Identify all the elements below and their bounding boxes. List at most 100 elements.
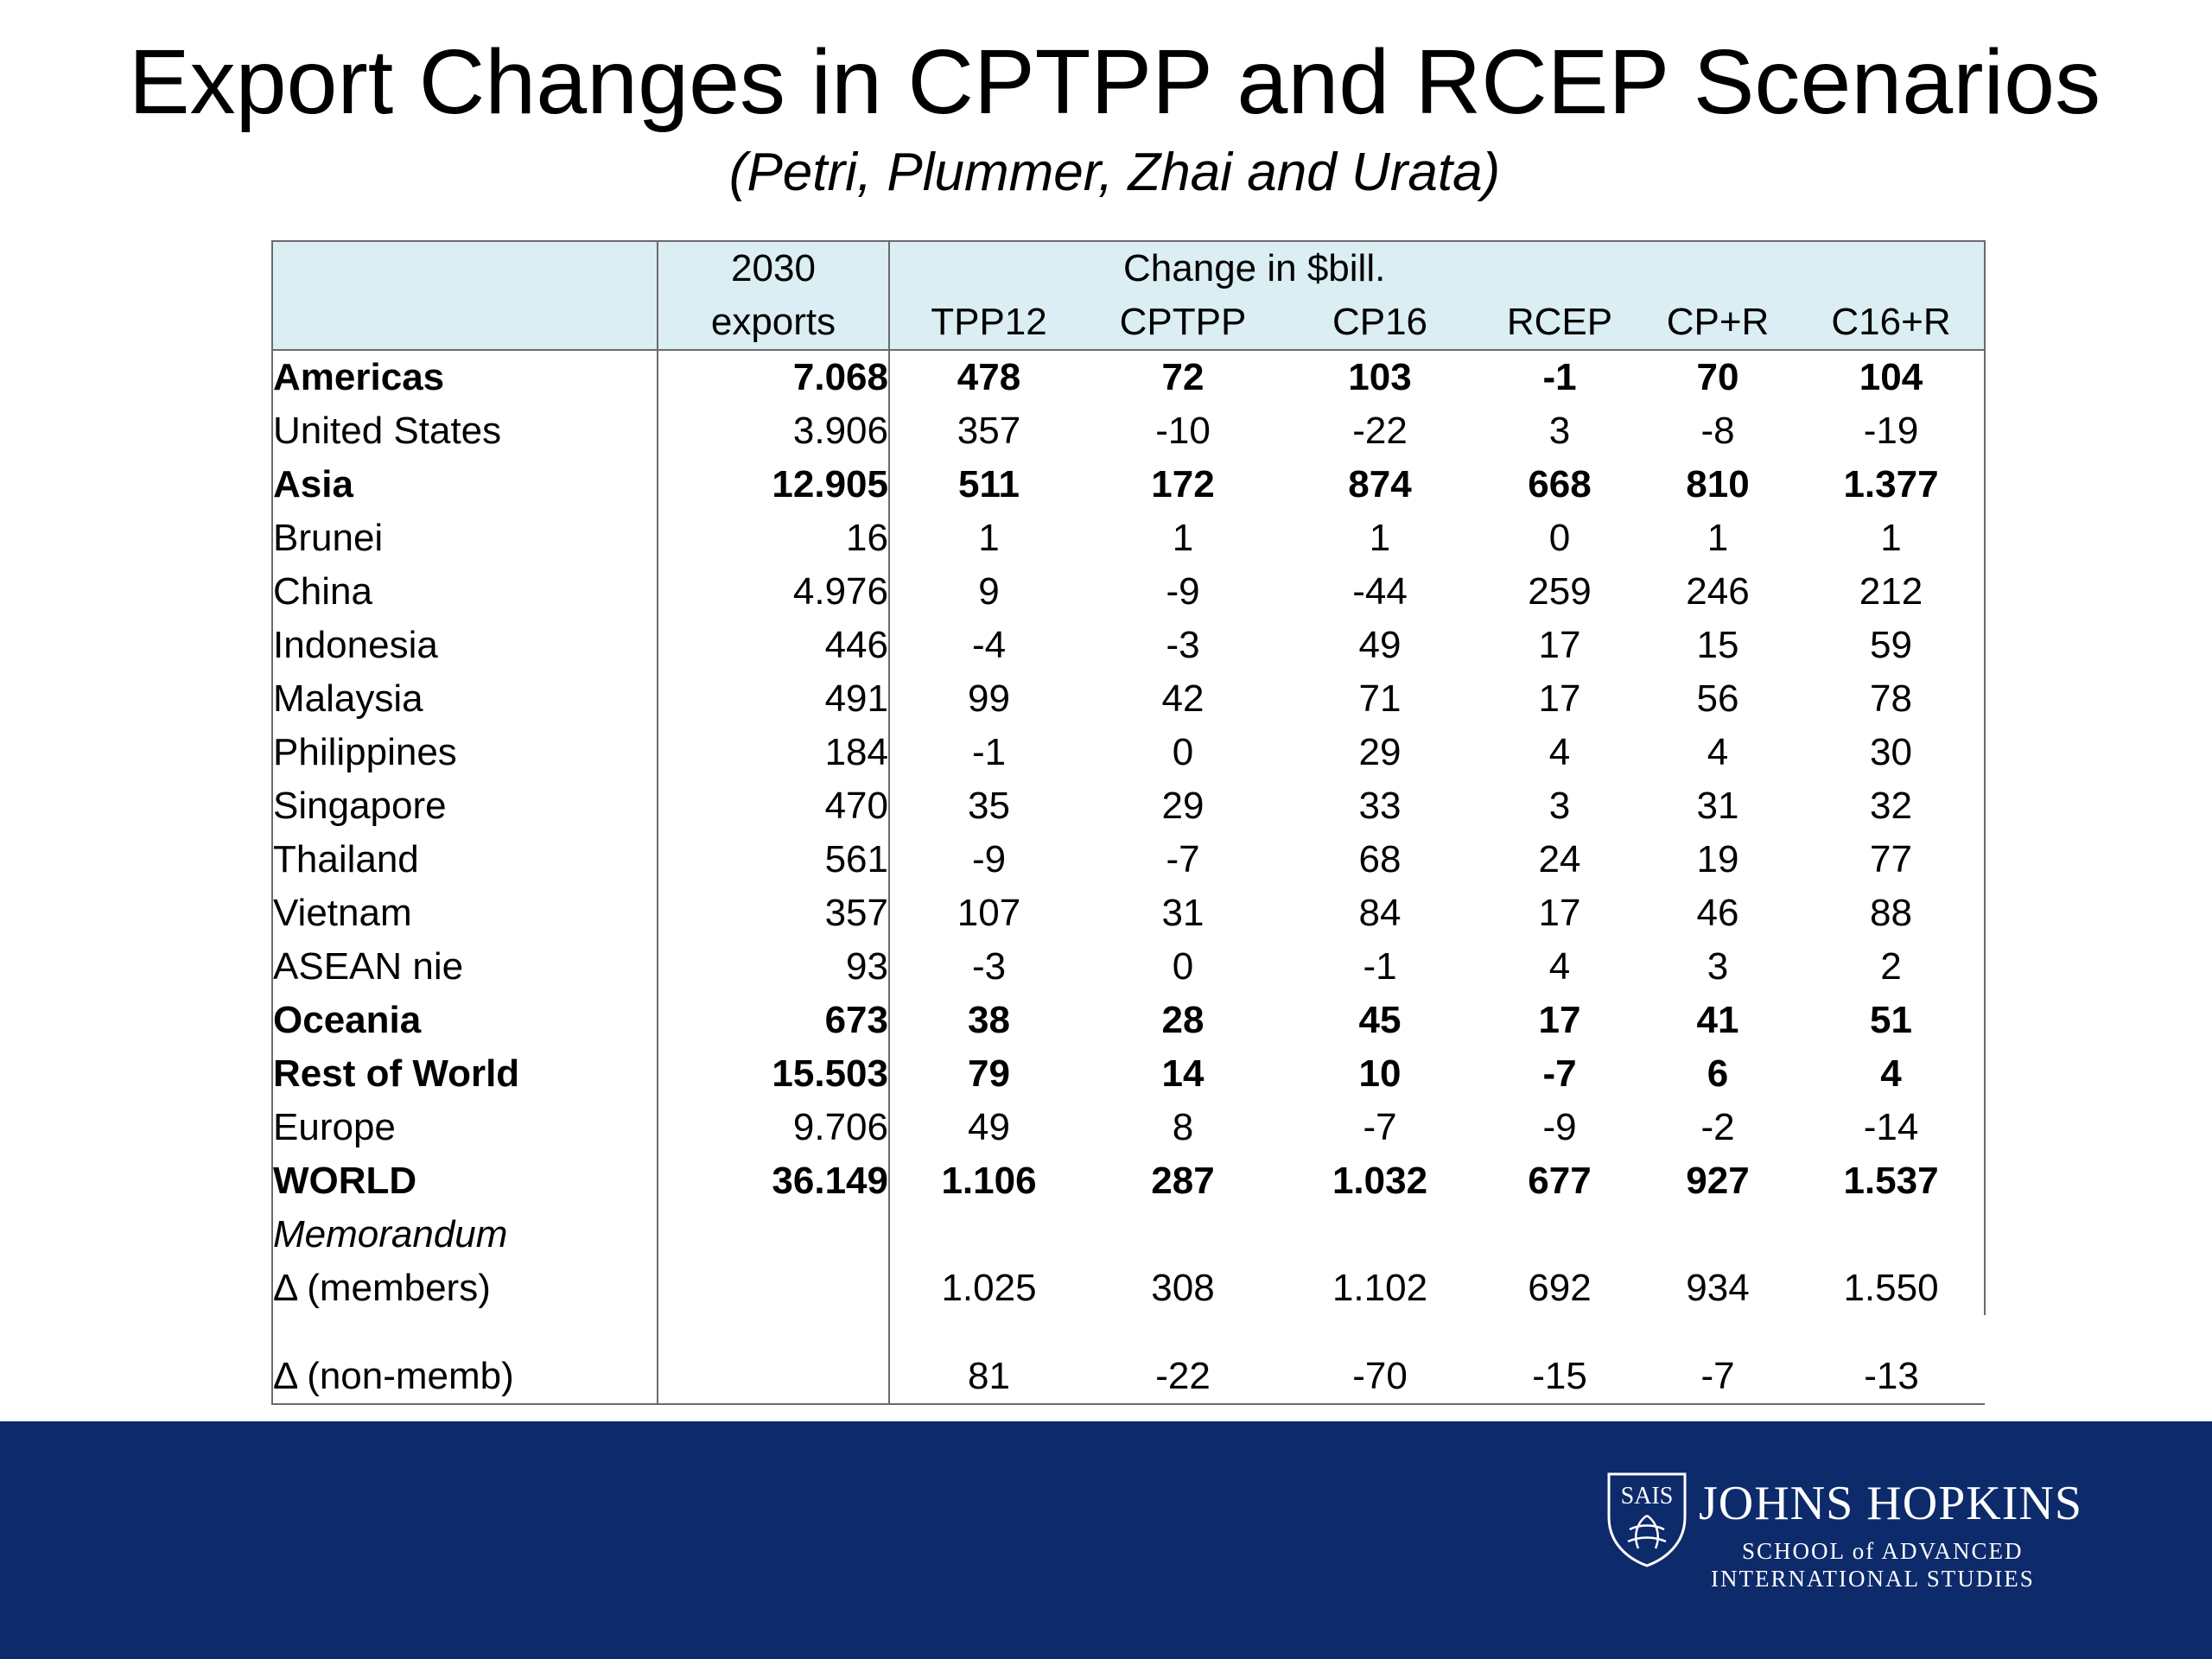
row-label: Brunei — [271, 512, 658, 565]
value-cell: 24 — [1538, 838, 1581, 880]
value-cell: 41 — [1696, 999, 1739, 1041]
value-cell: 0 — [1172, 945, 1194, 988]
value-cell: 8 — [1172, 1106, 1194, 1148]
spacer-cell — [1798, 1315, 1985, 1350]
header-change-label: Change in $bill. — [889, 240, 1986, 296]
table-row: United States 3.906 357 -10 -22 3 -8 -19 — [271, 404, 1986, 458]
export-changes-table: 2030 Change in $bill. exports TPP12 CPTP… — [271, 240, 1986, 1405]
value-cell: 38 — [968, 999, 1010, 1041]
value-cell: -14 — [1798, 1101, 1986, 1154]
value-cell: -2 — [1700, 1106, 1735, 1148]
exports-cell: 9.706 — [657, 1101, 890, 1154]
table-row: Europe 9.706 49 8 -7 -9 -2 -14 — [271, 1101, 1986, 1154]
value-cell: 4 — [1707, 731, 1729, 773]
exports-cell: 491 — [657, 672, 890, 726]
exports-cell: 470 — [657, 779, 890, 833]
value-cell: -70 — [1278, 1350, 1482, 1405]
value-cell: 14 — [1161, 1052, 1205, 1095]
row-label: Δ (members) — [271, 1262, 658, 1315]
value-cell: 72 — [1161, 356, 1205, 398]
value-cell: -7 — [1637, 1350, 1798, 1405]
column-header: CPTPP — [1088, 296, 1278, 351]
value-cell: 1 — [1798, 512, 1986, 565]
value-cell: -7 — [1542, 1052, 1577, 1095]
value-cell: -13 — [1798, 1350, 1985, 1405]
value-cell: 1.550 — [1798, 1262, 1986, 1315]
value-cell: 59 — [1798, 619, 1986, 672]
row-label: Malaysia — [271, 672, 658, 726]
slide-title: Export Changes in CPTPP and RCEP Scenari… — [128, 31, 2101, 133]
value-cell: 99 — [968, 677, 1010, 720]
value-cell — [1278, 1208, 1482, 1262]
table-row: Asia 12.905 511 172 874 668 810 1.377 — [271, 458, 1986, 512]
value-cell: 6 — [1707, 1052, 1729, 1095]
value-cell: 56 — [1696, 677, 1739, 720]
value-cell: 1.025 — [941, 1267, 1037, 1309]
header-row-1: 2030 Change in $bill. — [271, 240, 1986, 296]
memorandum-row: Memorandum — [271, 1208, 1986, 1262]
row-label: Rest of World — [271, 1047, 658, 1101]
value-cell: -19 — [1798, 404, 1986, 458]
column-header: RCEP — [1482, 296, 1637, 351]
value-cell: 88 — [1798, 887, 1986, 940]
value-cell: 77 — [1798, 833, 1986, 887]
value-cell — [1482, 1208, 1637, 1262]
value-cell: 1 — [1369, 517, 1391, 559]
value-cell: 478 — [957, 356, 1021, 398]
value-cell: 70 — [1696, 356, 1739, 398]
shield-text: SAIS — [1621, 1483, 1674, 1510]
value-cell: 68 — [1358, 838, 1402, 880]
exports-cell: 561 — [657, 833, 890, 887]
value-cell: 49 — [968, 1106, 1010, 1148]
value-cell: 30 — [1798, 726, 1986, 779]
column-header: CP+R — [1637, 296, 1798, 351]
row-label: Indonesia — [271, 619, 658, 672]
value-cell: -3 — [1166, 624, 1200, 666]
value-cell: 46 — [1696, 892, 1739, 934]
value-cell: 934 — [1686, 1267, 1750, 1309]
value-cell: 107 — [957, 892, 1021, 934]
value-cell: -3 — [971, 945, 1007, 988]
value-cell: 3 — [1707, 945, 1729, 988]
value-cell: -7 — [1166, 838, 1200, 880]
table-row: Thailand 561 -9 -7 68 24 19 77 — [271, 833, 1986, 887]
exports-cell: 357 — [657, 887, 890, 940]
exports-cell: 15.503 — [657, 1047, 890, 1101]
row-label: United States — [271, 404, 658, 458]
value-cell: 0 — [1548, 517, 1571, 559]
row-label: Δ (non-memb) — [271, 1350, 658, 1405]
value-cell: 172 — [1151, 463, 1215, 505]
table-row: WORLD 36.149 1.106 287 1.032 677 927 1.537 — [271, 1154, 1986, 1208]
exports-cell: 12.905 — [657, 458, 890, 512]
value-cell: 33 — [1358, 785, 1402, 827]
value-cell: 668 — [1528, 463, 1592, 505]
exports-cell — [657, 1262, 890, 1315]
value-cell: 17 — [1538, 999, 1581, 1041]
value-cell: 29 — [1161, 785, 1205, 827]
value-cell: 71 — [1358, 677, 1402, 720]
value-cell: 259 — [1528, 570, 1592, 613]
value-cell: -9 — [971, 838, 1007, 880]
value-cell: 79 — [968, 1052, 1010, 1095]
value-cell: -15 — [1482, 1350, 1637, 1405]
value-cell: 1 — [1172, 517, 1194, 559]
table-row: ASEAN nie 93 -3 0 -1 4 3 2 — [271, 940, 1986, 994]
column-header: C16+R — [1798, 296, 1986, 351]
value-cell: -9 — [1542, 1106, 1577, 1148]
value-cell: -44 — [1352, 570, 1408, 613]
table-row: Brunei 16 1 1 1 0 1 1 — [271, 512, 1986, 565]
value-cell: 81 — [889, 1350, 1088, 1405]
spacer-cell — [1088, 1315, 1278, 1350]
value-cell: 3 — [1548, 785, 1571, 827]
value-cell: -8 — [1700, 410, 1735, 452]
row-label: ASEAN nie — [271, 940, 658, 994]
value-cell: 677 — [1528, 1160, 1592, 1202]
value-cell: -22 — [1088, 1350, 1278, 1405]
spacer-cell — [1482, 1315, 1637, 1350]
table-row: Malaysia 491 99 42 71 17 56 78 — [271, 672, 1986, 726]
value-cell: -1 — [1363, 945, 1397, 988]
slide-subtitle: (Petri, Plummer, Zhai and Urata) — [728, 143, 1501, 202]
row-label: Vietnam — [271, 887, 658, 940]
value-cell: 1.032 — [1332, 1160, 1428, 1202]
value-cell: 17 — [1538, 624, 1581, 666]
